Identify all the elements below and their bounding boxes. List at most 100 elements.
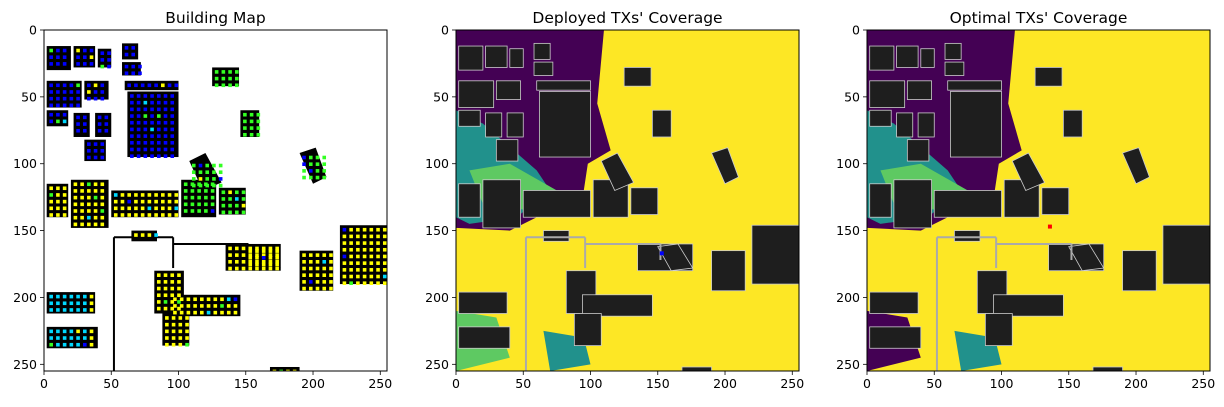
marker — [49, 206, 53, 211]
building — [751, 224, 799, 285]
marker — [342, 247, 347, 252]
marker — [80, 215, 84, 220]
marker — [185, 329, 189, 334]
marker — [154, 213, 158, 217]
marker — [275, 266, 279, 271]
marker — [138, 64, 142, 69]
marker — [390, 261, 394, 265]
marker — [342, 268, 347, 272]
marker — [120, 193, 125, 197]
y-tick-label: 50 — [844, 89, 860, 104]
marker — [87, 215, 91, 220]
marker — [163, 107, 168, 112]
marker — [356, 247, 360, 252]
marker — [150, 120, 154, 125]
building — [124, 80, 179, 91]
marker — [147, 193, 152, 197]
marker — [190, 189, 195, 193]
marker — [233, 297, 238, 302]
marker — [322, 266, 327, 271]
heatmap-image — [456, 30, 799, 371]
building — [458, 45, 484, 71]
heatmap-image — [44, 30, 400, 371]
marker — [89, 336, 94, 340]
marker — [56, 308, 60, 312]
marker — [329, 260, 333, 264]
marker — [243, 126, 247, 130]
marker — [261, 262, 266, 267]
marker — [228, 266, 232, 271]
marker — [143, 107, 148, 112]
marker — [356, 227, 360, 232]
marker — [178, 329, 183, 334]
building — [299, 250, 334, 291]
building — [933, 190, 1002, 218]
marker — [369, 247, 374, 252]
marker — [170, 100, 175, 105]
building — [1162, 224, 1210, 285]
marker — [185, 336, 189, 340]
marker — [396, 275, 400, 279]
marker — [143, 140, 148, 145]
marker — [204, 189, 208, 193]
building — [623, 67, 652, 87]
marker — [362, 261, 367, 265]
marker — [214, 76, 219, 81]
marker — [73, 209, 78, 213]
marker — [396, 228, 400, 232]
building — [869, 291, 919, 314]
building — [1092, 366, 1123, 371]
marker — [228, 246, 232, 251]
marker — [93, 155, 98, 160]
marker — [120, 206, 125, 211]
marker — [308, 175, 313, 180]
marker — [179, 310, 184, 315]
marker — [382, 254, 387, 259]
marker — [93, 202, 98, 207]
marker — [177, 286, 181, 291]
marker — [342, 241, 347, 245]
marker — [62, 186, 67, 191]
marker — [127, 199, 131, 204]
marker — [228, 197, 232, 201]
building — [869, 183, 892, 218]
marker — [356, 241, 360, 245]
marker — [200, 310, 204, 315]
marker — [356, 268, 360, 272]
marker — [302, 286, 306, 291]
marker — [186, 297, 191, 302]
marker — [248, 249, 253, 253]
marker — [69, 90, 74, 94]
marker — [56, 62, 60, 66]
y-tick-label: 50 — [21, 89, 37, 104]
marker — [390, 228, 394, 232]
marker — [62, 301, 67, 306]
marker — [315, 273, 320, 277]
marker — [76, 48, 80, 53]
marker — [76, 55, 80, 60]
tx-marker — [659, 251, 664, 256]
marker — [210, 209, 215, 213]
marker — [136, 154, 141, 158]
marker — [76, 294, 80, 299]
tx-marker — [1047, 224, 1052, 229]
marker — [221, 197, 226, 201]
marker — [156, 100, 161, 105]
marker — [248, 255, 253, 260]
marker — [80, 202, 84, 207]
marker — [100, 182, 105, 187]
building — [538, 91, 591, 158]
marker — [170, 147, 175, 152]
building — [495, 139, 519, 162]
marker — [156, 273, 161, 277]
building — [949, 91, 1002, 158]
axes-frame — [455, 29, 800, 372]
marker — [302, 260, 306, 264]
marker — [49, 342, 53, 347]
axes-frame — [866, 29, 1211, 372]
marker — [76, 308, 80, 312]
building — [458, 80, 495, 108]
marker — [302, 169, 306, 173]
marker — [93, 195, 98, 200]
marker — [124, 64, 129, 69]
